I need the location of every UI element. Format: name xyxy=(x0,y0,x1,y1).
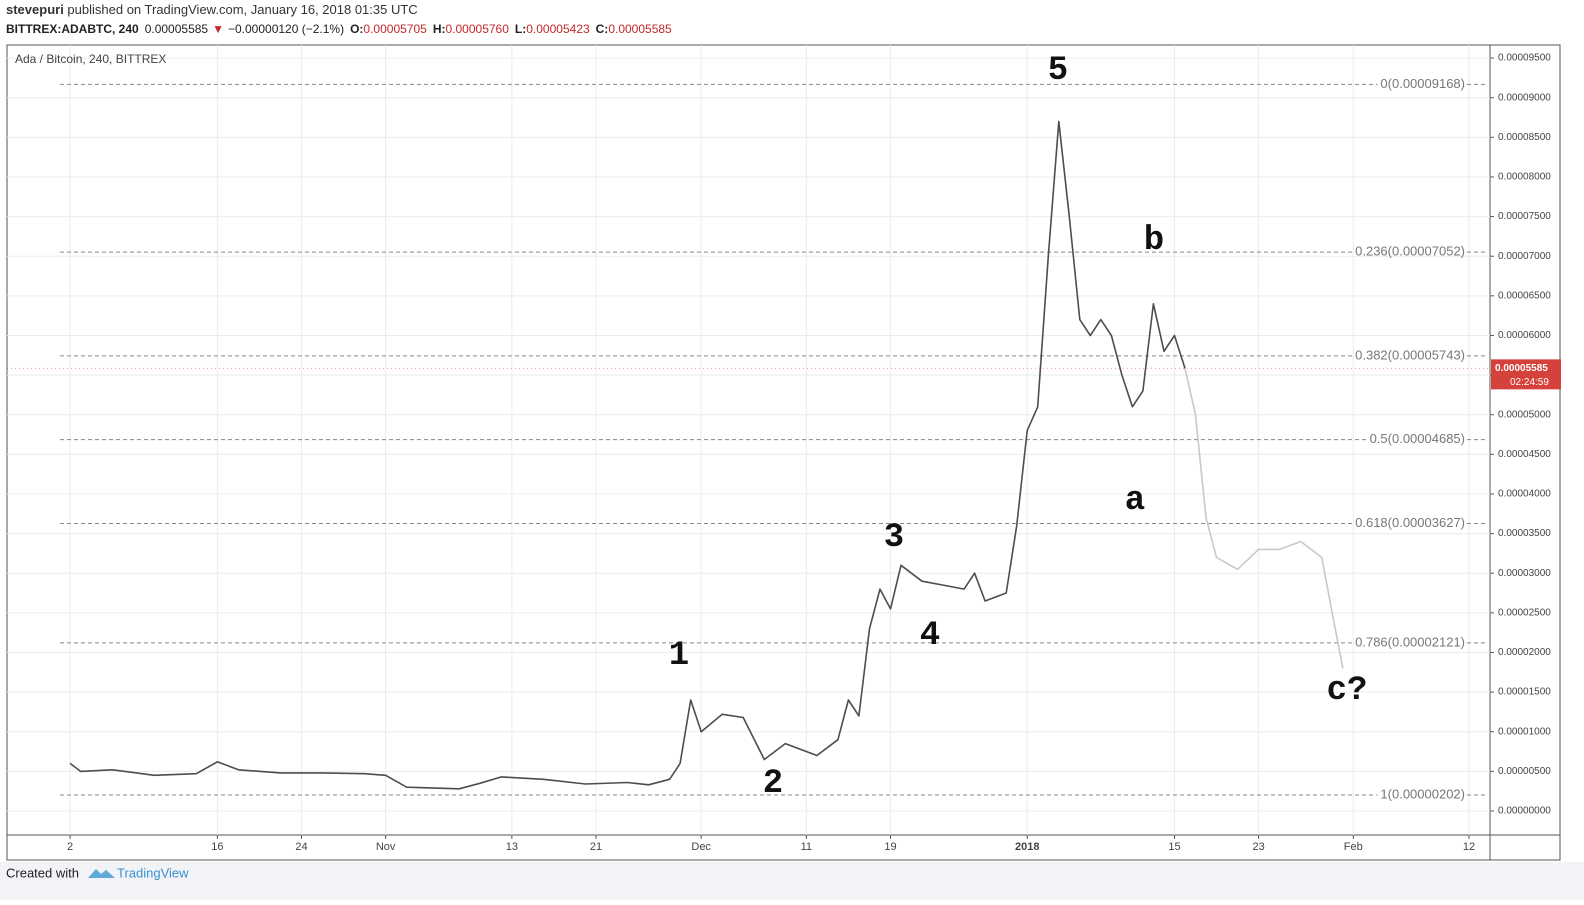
wave-label: b xyxy=(1144,222,1164,260)
x-tick-label: 23 xyxy=(1252,841,1264,853)
x-tick-label: 24 xyxy=(295,841,307,853)
wave-label: 2 xyxy=(763,765,783,803)
x-tick-label: 15 xyxy=(1168,841,1180,853)
y-tick-label: 0.00006000 xyxy=(1498,330,1551,341)
last-price-tag xyxy=(1491,359,1561,390)
wave-label: 1 xyxy=(669,637,689,675)
chart-frame xyxy=(6,44,1561,861)
brand-logo xyxy=(88,869,115,878)
x-tick-label: 13 xyxy=(506,841,518,853)
price-line xyxy=(69,120,1186,790)
published: published on TradingView.com, January 16… xyxy=(64,2,418,17)
wave-label: c? xyxy=(1327,672,1368,710)
price-line xyxy=(1184,368,1344,669)
arrow: ▼ xyxy=(212,22,224,36)
x-tick-label: 11 xyxy=(801,841,812,853)
y-tick-label: 0.00009000 xyxy=(1498,92,1551,103)
fib-level-label: 0.786(0.00002121) xyxy=(1355,634,1465,649)
x-tick-label: 21 xyxy=(590,841,602,853)
y-tick-label: 0.00002000 xyxy=(1498,647,1551,658)
x-tick-label: 2 xyxy=(67,841,73,853)
y-tick-label: 0.00003500 xyxy=(1498,528,1551,539)
y-tick-label: 0.00000000 xyxy=(1498,806,1551,817)
fib-level-label: 1(0.00000202) xyxy=(1380,786,1465,801)
y-tick-label: 0.00004000 xyxy=(1498,489,1551,500)
l-label: L: xyxy=(515,22,526,36)
symbol: BITTREX:ADABTC, 240 xyxy=(6,22,139,36)
y-tick-label: 0.00003000 xyxy=(1498,568,1551,579)
low: 0.00005423 xyxy=(526,22,590,36)
chart-title: Ada / Bitcoin, 240, BITTREX xyxy=(15,52,166,66)
c-label: C: xyxy=(596,22,609,36)
y-tick-label: 0.00009500 xyxy=(1498,53,1551,64)
fib-level-label: 0.618(0.00003627) xyxy=(1355,515,1465,530)
wave-label: 3 xyxy=(884,519,904,557)
x-tick-label: 2018 xyxy=(1015,841,1039,853)
fib-level-label: 0(0.00009168) xyxy=(1380,76,1465,91)
footer-created: Created with xyxy=(6,865,79,880)
wave-label: a xyxy=(1125,482,1145,520)
y-tick-label: 0.00008000 xyxy=(1498,172,1551,183)
y-tick-label: 0.00008500 xyxy=(1498,132,1551,143)
footer-bar xyxy=(0,862,1584,900)
y-tick-label: 0.00001500 xyxy=(1498,687,1551,698)
o-label: O: xyxy=(350,22,363,36)
h-label: H: xyxy=(433,22,446,36)
wave-label: 5 xyxy=(1048,52,1068,90)
fib-level-label: 0.236(0.00007052) xyxy=(1355,244,1465,259)
quote-line: BITTREX:ADABTC, 240 0.00005585 ▼ −0.0000012… xyxy=(6,22,672,36)
y-tick-label: 0.00006500 xyxy=(1498,290,1551,301)
x-tick-label: 12 xyxy=(1463,841,1475,853)
fib-level-label: 0.5(0.00004685) xyxy=(1370,431,1465,446)
y-tick-label: 0.00002500 xyxy=(1498,607,1551,618)
y-tick-label: 0.00004500 xyxy=(1498,449,1551,460)
x-tick-label: 16 xyxy=(211,841,223,853)
author: stevepuri xyxy=(6,2,64,17)
wave-label: 4 xyxy=(920,617,940,655)
y-tick-label: 0.00001000 xyxy=(1498,726,1551,737)
x-tick-label: 19 xyxy=(884,841,896,853)
x-tick-label: Dec xyxy=(691,841,711,853)
last: 0.00005585 xyxy=(145,22,209,36)
high: 0.00005760 xyxy=(446,22,510,36)
countdown-label: 02:24:59 xyxy=(1510,377,1549,388)
y-tick-label: 0.00005000 xyxy=(1498,409,1551,420)
footer-brand[interactable]: TradingView xyxy=(117,865,189,880)
fib-level-label: 0.382(0.00005743) xyxy=(1355,347,1465,362)
open: 0.00005705 xyxy=(363,22,427,36)
y-tick-label: 0.00007500 xyxy=(1498,211,1551,222)
change: −0.00000120 (−2.1%) xyxy=(228,22,344,36)
y-tick-label: 0.00000500 xyxy=(1498,766,1551,777)
close: 0.00005585 xyxy=(608,22,672,36)
last-price-label: 0.00005585 xyxy=(1495,363,1548,374)
y-tick-label: 0.00007000 xyxy=(1498,251,1551,262)
header-line: stevepuri published on TradingView.com, … xyxy=(6,2,418,17)
x-tick-label: Feb xyxy=(1344,841,1363,853)
x-tick-label: Nov xyxy=(376,841,396,853)
